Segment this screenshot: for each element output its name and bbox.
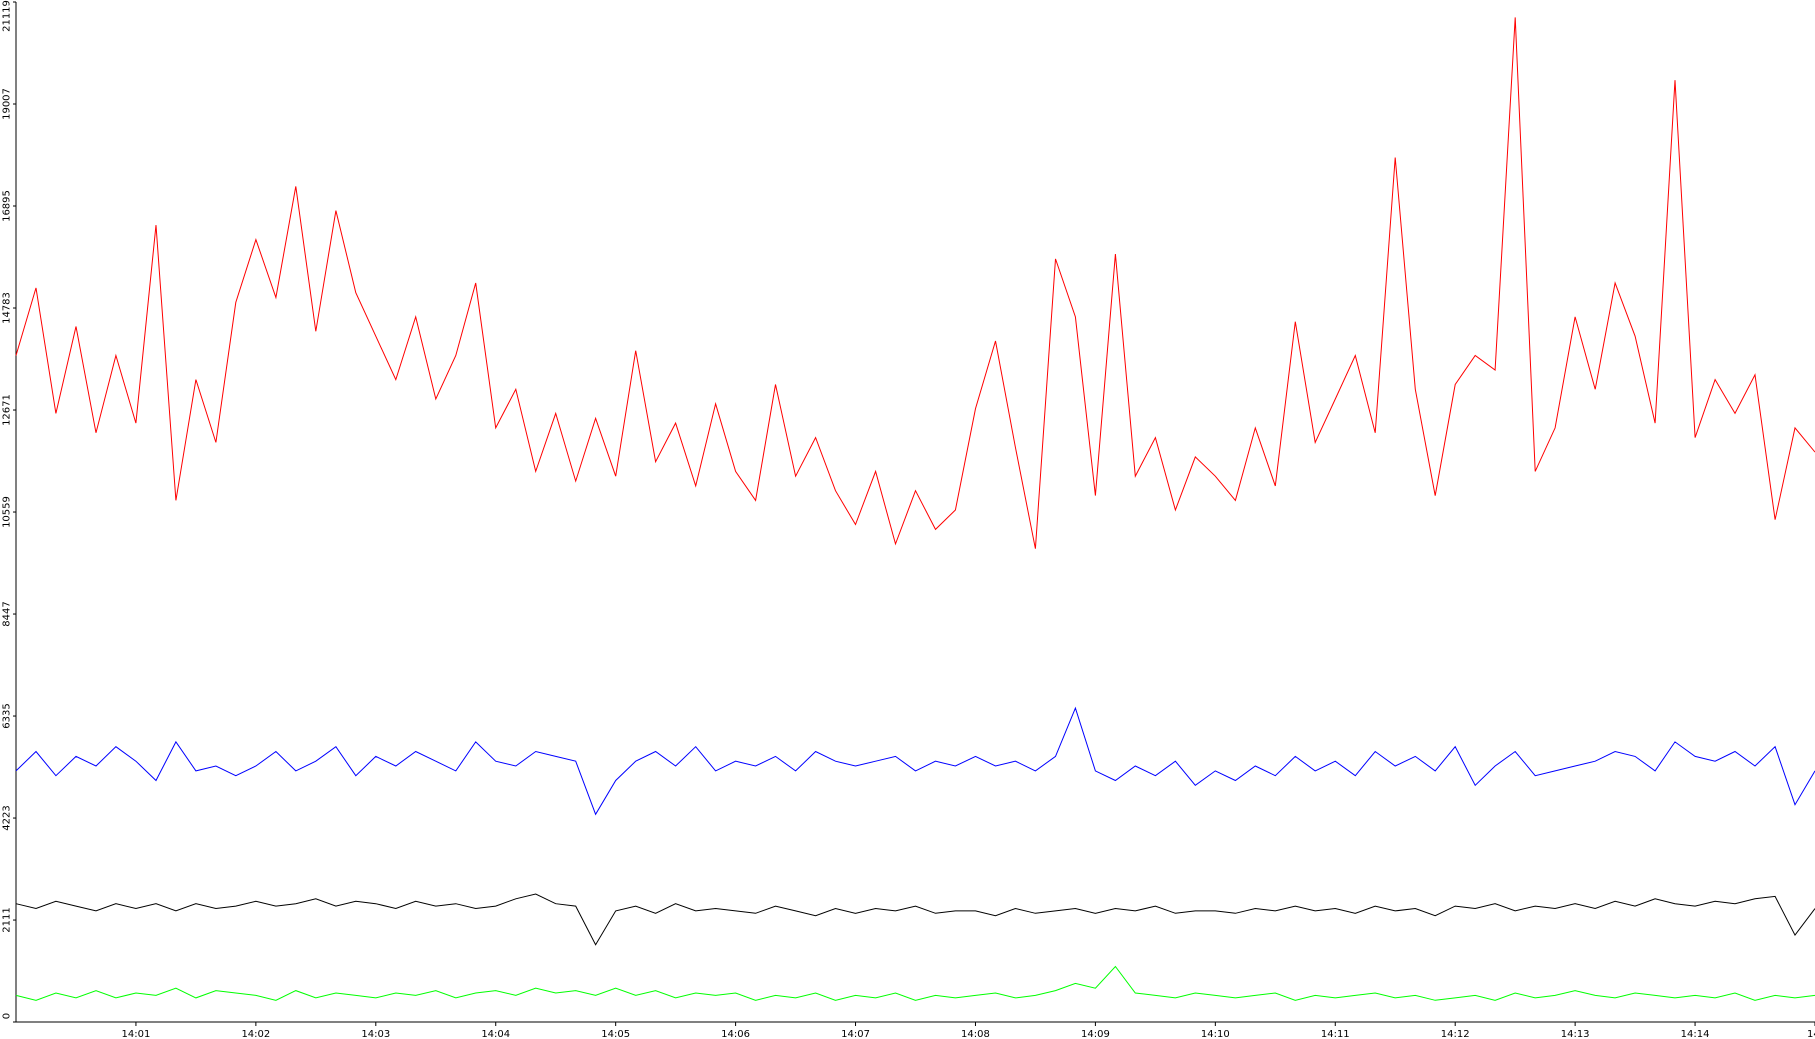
x-tick-label: 14:11 <box>1321 1029 1350 1039</box>
x-tick-label: 14:13 <box>1561 1029 1590 1039</box>
x-tick-label: 14:01 <box>122 1029 151 1039</box>
x-tick-label: 14:04 <box>481 1029 510 1039</box>
y-tick-label: 14783 <box>1 292 12 324</box>
series-line <box>15 893 1815 946</box>
x-tick-label: 14:14 <box>1681 1029 1710 1039</box>
x-tick-label: 14:12 <box>1441 1029 1470 1039</box>
x-tick-label: 14:03 <box>361 1029 390 1039</box>
x-tick-label: 14:06 <box>721 1029 750 1039</box>
y-tick-label: 10559 <box>1 496 12 528</box>
y-tick-label: 6335 <box>1 703 12 728</box>
y-tick-label: 12671 <box>1 394 12 426</box>
y-tick-label: 8447 <box>1 601 12 626</box>
x-tick-label: 14:10 <box>1201 1029 1230 1039</box>
series-line <box>15 17 1815 549</box>
y-tick-label: 16895 <box>1 190 12 222</box>
y-tick-label: 19007 <box>1 88 12 120</box>
x-tick-label: 14:02 <box>241 1029 270 1039</box>
x-tick-label: 14: <box>1807 1029 1815 1039</box>
series-line <box>15 965 1815 1001</box>
x-tick-label: 14:08 <box>961 1029 990 1039</box>
y-tick-label: 0 <box>1 1013 12 1019</box>
series-line <box>15 706 1815 816</box>
x-tick-label: 14:07 <box>841 1029 870 1039</box>
y-tick-label: 2111 <box>1 907 12 932</box>
x-tick-label: 14:09 <box>1081 1029 1110 1039</box>
y-tick-label: 4223 <box>1 805 12 830</box>
y-tick-label: 21119 <box>1 0 12 32</box>
x-tick-label: 14:05 <box>601 1029 630 1039</box>
